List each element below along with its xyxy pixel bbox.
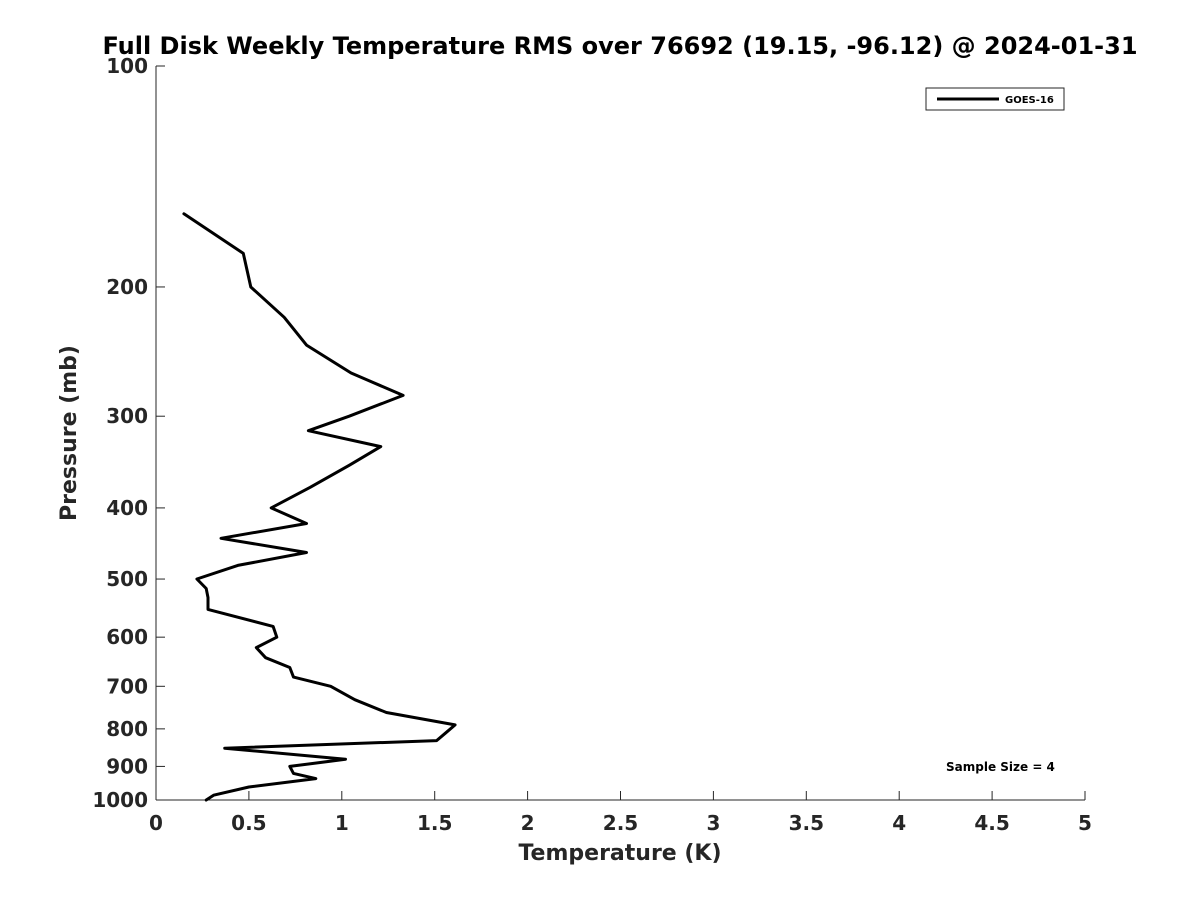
x-tick-label: 3.5 <box>789 811 824 835</box>
x-tick-label: 2.5 <box>603 811 638 835</box>
x-tick-label: 3 <box>706 811 720 835</box>
x-tick-label: 2 <box>521 811 535 835</box>
y-tick-label: 400 <box>106 496 148 520</box>
x-tick-label: 0 <box>149 811 163 835</box>
y-tick-label: 200 <box>106 275 148 299</box>
y-tick-label: 100 <box>106 54 148 78</box>
series-line-goes-16 <box>182 212 457 802</box>
y-tick-label: 900 <box>106 754 148 778</box>
legend-label-goes-16: GOES-16 <box>1005 95 1054 106</box>
legend: GOES-16 <box>925 87 1065 111</box>
x-axis-ticks: 0 0.5 1 1.5 2 2.5 3 3.5 4 4.5 5 <box>149 791 1092 835</box>
y-tick-label: 600 <box>106 625 148 649</box>
y-tick-label: 300 <box>106 404 148 428</box>
sample-size-annotation: Sample Size = 4 <box>946 760 1055 774</box>
y-tick-label: 500 <box>106 567 148 591</box>
x-axis-label: Temperature (K) <box>518 841 721 866</box>
x-tick-label: 1.5 <box>417 811 452 835</box>
x-tick-label: 4 <box>892 811 906 835</box>
y-tick-label: 1000 <box>92 788 148 812</box>
y-axis-ticks: 100 200 300 400 500 600 700 800 900 1000 <box>92 54 165 812</box>
chart-title: Full Disk Weekly Temperature RMS over 76… <box>102 32 1137 60</box>
x-tick-label: 1 <box>335 811 349 835</box>
y-tick-label: 700 <box>106 674 148 698</box>
x-tick-label: 4.5 <box>974 811 1009 835</box>
x-tick-label: 5 <box>1078 811 1092 835</box>
x-tick-label: 0.5 <box>231 811 266 835</box>
y-tick-label: 800 <box>106 717 148 741</box>
y-axis-label: Pressure (mb) <box>57 345 82 521</box>
